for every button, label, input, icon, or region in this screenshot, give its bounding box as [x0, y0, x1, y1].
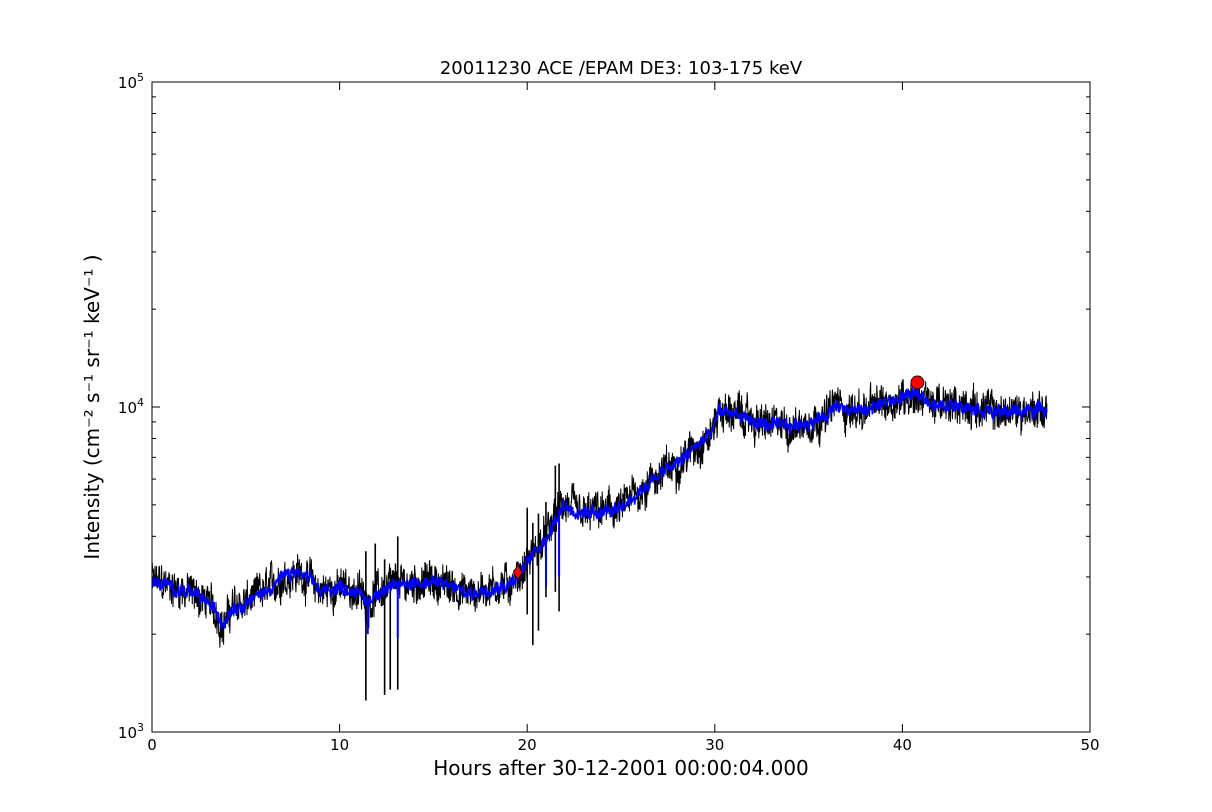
x-tick-label: 40: [893, 736, 912, 754]
x-tick-label: 0: [147, 736, 157, 754]
axis-ticks: 0 10 20 30 40 50 103 104 105: [118, 71, 1100, 754]
x-tick-label: 30: [705, 736, 724, 754]
plot-frame: [151, 81, 1091, 733]
series-smoothed-line: [152, 386, 1048, 629]
x-tick-label: 50: [1080, 736, 1099, 754]
x-tick-label: 10: [330, 736, 349, 754]
event-marker-circle: [910, 375, 925, 390]
chart-title: 20011230 ACE /EPAM DE3: 103-175 keV: [440, 58, 803, 79]
y-axis-label: Intensity (cm⁻² s⁻¹ sr⁻¹ keV⁻¹ ): [80, 254, 104, 559]
x-axis-label: Hours after 30-12-2001 00:00:04.000: [433, 756, 809, 780]
event-marker-diamond: [512, 564, 523, 581]
plot-area: [152, 375, 1048, 701]
y-tick-label: 105: [118, 71, 144, 92]
y-tick-label: 103: [118, 721, 144, 742]
x-tick-label: 20: [518, 736, 537, 754]
y-tick-label: 104: [118, 396, 144, 417]
